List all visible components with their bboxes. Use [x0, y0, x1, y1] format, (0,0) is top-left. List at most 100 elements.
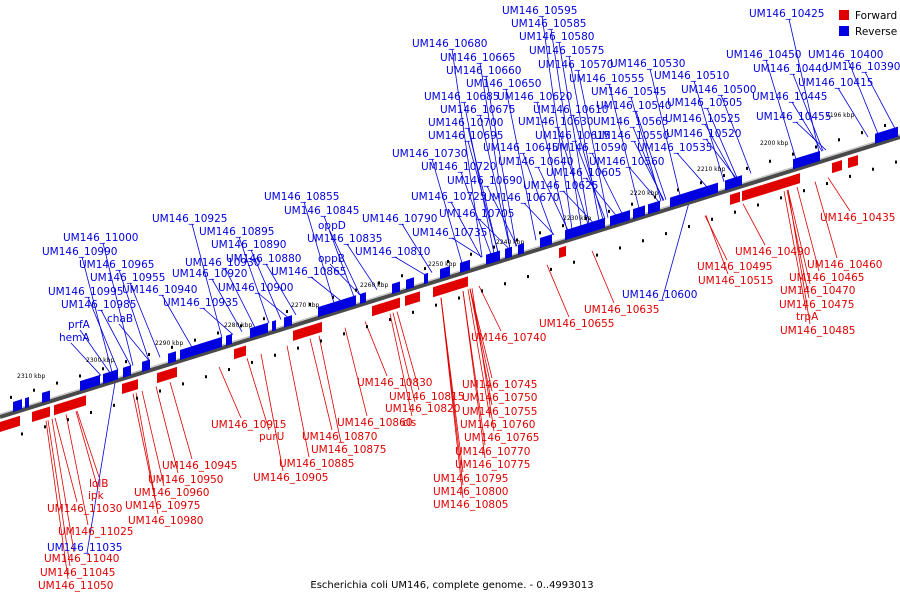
reverse-gene-label: UM146_10530: [610, 58, 685, 70]
track-marker: [861, 131, 863, 135]
reverse-gene-label: UM146_10730: [392, 148, 467, 160]
forward-gene-1: [32, 406, 50, 423]
reverse-gene-label: UM146_10985: [61, 299, 136, 311]
reverse-gene-5: [123, 365, 131, 378]
track-marker: [102, 367, 104, 371]
reverse-gene-label: UM146_10545: [591, 86, 666, 98]
track-marker: [677, 188, 679, 192]
reverse-gene-label: UM146_10705: [439, 208, 514, 220]
forward-gene-14: [848, 155, 858, 169]
forward-gene-8: [405, 291, 420, 307]
reverse-leader: [303, 201, 335, 304]
forward-leader: [469, 288, 493, 392]
track-marker: [826, 182, 828, 186]
forward-leader: [814, 181, 838, 259]
reverse-leader: [238, 236, 270, 324]
forward-gene-label: UM146_10770: [455, 446, 530, 458]
reverse-leader: [536, 101, 568, 231]
forward-gene-label: UM146_10795: [433, 473, 508, 485]
reverse-leader: [431, 158, 463, 264]
reverse-leader: [161, 294, 193, 348]
legend-reverse-label: Reverse: [855, 26, 897, 38]
reverse-gene-label: UM146_10600: [622, 289, 697, 301]
forward-leader: [364, 321, 388, 377]
forward-leader: [742, 203, 766, 246]
reverse-gene-label: oppB: [318, 253, 345, 265]
reverse-gene-label: UM146_10640: [498, 156, 573, 168]
reverse-gene-label: UM146_10415: [798, 77, 873, 89]
reverse-gene-1: [25, 396, 29, 409]
track-marker: [56, 381, 58, 385]
track-marker: [332, 295, 334, 299]
track-marker: [435, 303, 437, 307]
track-marker: [33, 388, 35, 392]
reverse-gene-17: [424, 272, 428, 285]
forward-leader: [462, 290, 486, 459]
reverse-leader: [202, 307, 234, 335]
tick-label: 2250 kbp: [428, 261, 456, 268]
forward-leader: [705, 215, 729, 275]
track-marker: [148, 352, 150, 356]
track-marker: [585, 217, 587, 221]
reverse-gene-6: [142, 359, 150, 372]
reverse-gene-24: [565, 217, 605, 241]
tick-label: 2290 kbp: [155, 340, 183, 347]
track-marker: [297, 346, 299, 350]
forward-gene-label: UM146_10905: [253, 472, 328, 484]
forward-leader: [286, 345, 310, 458]
reverse-leader: [568, 55, 600, 221]
reverse-gene-label: UM146_10855: [264, 191, 339, 203]
forward-leader: [76, 410, 100, 478]
reverse-gene-label: UM146_10650: [466, 78, 541, 90]
reverse-leader: [572, 114, 604, 220]
forward-leader: [65, 414, 89, 526]
reverse-gene-label: UM146_10845: [284, 205, 359, 217]
reverse-gene-label: UM146_10955: [90, 272, 165, 284]
forward-gene-label: UM146_10975: [125, 500, 200, 512]
reverse-leader: [102, 242, 134, 366]
tick-label: 2220 kbp: [630, 190, 658, 197]
reverse-leader: [463, 101, 495, 254]
reverse-leader: [100, 309, 132, 367]
track-marker: [113, 403, 115, 407]
reverse-gene-7: [168, 351, 176, 364]
forward-gene-label: UM146_10960: [134, 487, 209, 499]
forward-gene-7: [372, 297, 400, 317]
forward-gene-label: UM146_10635: [584, 304, 659, 316]
reverse-gene-18: [440, 266, 450, 280]
forward-leader: [787, 189, 811, 285]
reverse-gene-2: [42, 390, 50, 403]
reverse-leader: [795, 121, 827, 151]
forward-gene-10: [559, 245, 566, 259]
track-marker: [470, 252, 472, 256]
track-marker: [424, 267, 426, 271]
reverse-gene-label: prfA: [68, 319, 91, 331]
reverse-leader: [118, 269, 150, 361]
forward-leader: [309, 338, 333, 431]
reverse-leader: [479, 114, 511, 249]
track-marker: [286, 310, 288, 314]
track-marker: [815, 145, 817, 149]
reverse-gene-12: [284, 315, 292, 328]
reverse-leader: [591, 152, 623, 214]
track-marker: [884, 123, 886, 127]
legend: Forward Reverse: [839, 10, 897, 38]
forward-gene-5: [234, 345, 246, 360]
reverse-gene-8: [180, 336, 222, 361]
forward-leader: [246, 358, 270, 431]
reverse-gene-label: oppD: [318, 220, 346, 232]
reverse-leader: [265, 263, 297, 316]
reverse-leader: [310, 276, 342, 302]
reverse-gene-9: [226, 333, 232, 346]
reverse-gene-label: UM146_10685: [424, 91, 499, 103]
reverse-gene-label: UM146_10605: [546, 167, 621, 179]
track-marker: [251, 360, 253, 364]
track-marker: [171, 345, 173, 349]
forward-gene-label: UM146_10485: [780, 325, 855, 337]
track-marker: [711, 217, 713, 221]
track-marker: [228, 368, 230, 372]
forward-leader: [546, 264, 570, 318]
track-marker: [723, 174, 725, 178]
reverse-leader: [191, 223, 223, 339]
forward-leader: [75, 411, 99, 490]
